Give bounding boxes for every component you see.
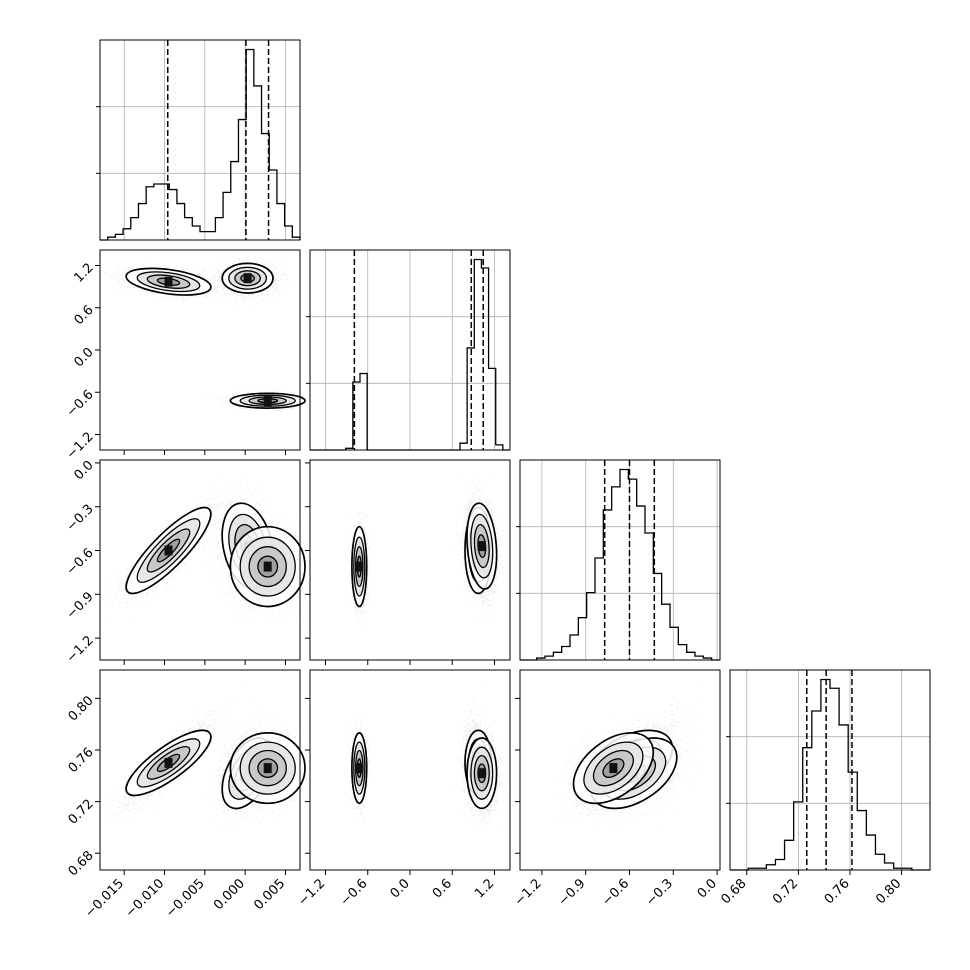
samples-1-0 bbox=[101, 251, 301, 415]
panel-frame bbox=[99, 459, 301, 661]
x-tick-label: 1.2 bbox=[472, 876, 497, 901]
panel-1-0: −1.2 −0.6 0.0 0.6 1.2 bbox=[64, 249, 306, 463]
density-peak bbox=[263, 763, 272, 774]
x-tick-label: 0.0 bbox=[695, 876, 720, 901]
panel-3-2: −1.2 −0.9 −0.6 −0.3 0.0 bbox=[512, 669, 721, 909]
density-peak bbox=[477, 768, 486, 779]
density-peak bbox=[164, 757, 173, 768]
x-tick-label: −1.2 bbox=[295, 876, 328, 909]
y-tick-label: 0.0 bbox=[71, 458, 96, 483]
panel-frame bbox=[99, 669, 301, 871]
histogram-2 bbox=[520, 468, 720, 661]
y-tick-label: 0.0 bbox=[71, 345, 96, 370]
x-tick-label: 0.68 bbox=[719, 876, 750, 907]
x-tick-label: −0.6 bbox=[338, 876, 371, 909]
density-peak bbox=[355, 763, 364, 774]
panel-3-0: −0.015−0.010−0.005 0.000 0.005 0.68 0.72 0.76… bbox=[66, 669, 306, 921]
panel-frame bbox=[99, 249, 301, 451]
x-tick-label: 0.6 bbox=[430, 876, 455, 901]
y-tick-label: 0.6 bbox=[71, 303, 96, 328]
x-tick-label: 0.000 bbox=[211, 876, 248, 913]
x-tick-label: −0.3 bbox=[643, 876, 676, 909]
x-tick-label: −0.015 bbox=[82, 876, 127, 921]
x-tick-label: −0.6 bbox=[599, 876, 632, 909]
histogram-3 bbox=[730, 678, 930, 871]
y-tick-label: 0.80 bbox=[66, 693, 97, 724]
y-tick-label: 1.2 bbox=[71, 261, 96, 286]
panel-2-2 bbox=[516, 459, 721, 661]
panel-3-3: 0.68 0.72 0.76 0.80 bbox=[719, 669, 931, 907]
y-tick-label: −0.6 bbox=[64, 387, 97, 420]
x-tick-label: 0.76 bbox=[822, 876, 853, 907]
x-tick-label: −1.2 bbox=[512, 876, 545, 909]
panel-frame bbox=[729, 669, 931, 871]
density-peak bbox=[164, 545, 173, 556]
panel-frame bbox=[99, 39, 301, 241]
panel-frame bbox=[519, 669, 721, 871]
density-peak bbox=[477, 541, 486, 552]
y-tick-label: 0.68 bbox=[66, 848, 97, 879]
panel-frame bbox=[309, 669, 511, 871]
panel-frame bbox=[309, 459, 511, 661]
density-peak bbox=[609, 763, 618, 774]
panel-3-1: −1.2 −0.6 0.0 0.6 1.2 bbox=[295, 669, 511, 909]
x-tick-label: −0.010 bbox=[123, 876, 168, 921]
x-tick-label: 0.72 bbox=[770, 876, 801, 907]
panel-1-1 bbox=[306, 249, 511, 451]
x-tick-label: 0.0 bbox=[388, 876, 413, 901]
y-tick-label: −0.3 bbox=[64, 502, 97, 535]
y-tick-label: −1.2 bbox=[64, 633, 97, 666]
histogram-0 bbox=[100, 48, 301, 241]
x-tick-label: 0.80 bbox=[873, 876, 904, 907]
y-tick-label: −1.2 bbox=[64, 430, 97, 463]
density-peak bbox=[355, 561, 364, 572]
density-peak bbox=[263, 395, 272, 406]
panel-0-0 bbox=[96, 39, 301, 241]
y-tick-label: 0.72 bbox=[66, 797, 97, 828]
panel-2-1 bbox=[305, 459, 511, 665]
x-tick-label: −0.9 bbox=[556, 876, 589, 909]
y-tick-label: −0.6 bbox=[64, 546, 97, 579]
y-tick-label: −0.9 bbox=[64, 589, 97, 622]
panel-2-0: −1.2 −0.9 −0.6 −0.3 0.0 bbox=[64, 458, 306, 666]
density-peak bbox=[263, 561, 272, 572]
density-peak bbox=[164, 276, 173, 287]
x-tick-label: 0.005 bbox=[251, 876, 288, 913]
panel-frame bbox=[519, 459, 721, 661]
x-tick-label: −0.005 bbox=[163, 876, 208, 921]
y-tick-label: 0.76 bbox=[66, 745, 97, 776]
density-peak bbox=[243, 273, 252, 284]
panel-frame bbox=[309, 249, 511, 451]
